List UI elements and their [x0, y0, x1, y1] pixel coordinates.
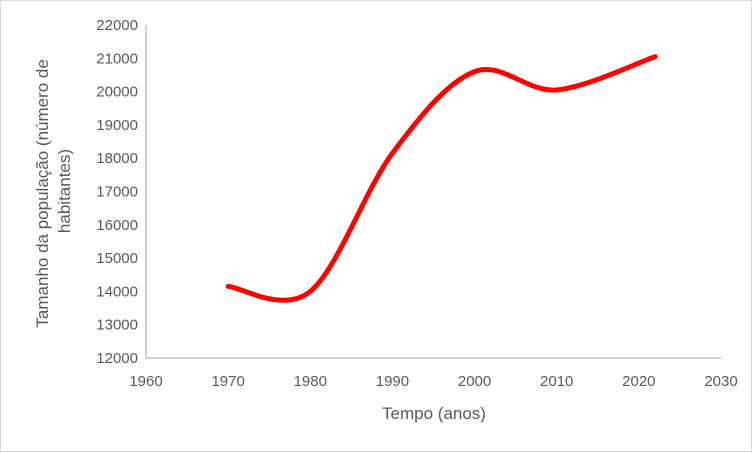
x-tick-label: 2010	[540, 373, 573, 390]
series-line	[225, 54, 658, 303]
x-tick-label: 1960	[129, 373, 162, 390]
x-tick-label: 1970	[211, 373, 244, 390]
y-tick-label: 20000	[96, 84, 138, 101]
y-tick-label: 18000	[96, 150, 138, 167]
y-axis-label-line-1: Tamanho da população (número de	[33, 59, 52, 327]
y-tick-label: 16000	[96, 217, 138, 234]
y-tick-label: 21000	[96, 50, 138, 67]
y-axis-label-line-2: habitantes)	[55, 149, 74, 233]
y-tick-label: 14000	[96, 283, 138, 300]
y-tick-label: 17000	[96, 184, 138, 201]
x-axis-label: Tempo (anos)	[382, 404, 486, 423]
y-tick-label: 19000	[96, 117, 138, 134]
y-tick-label: 12000	[96, 350, 138, 367]
x-tick-label: 1990	[376, 373, 409, 390]
x-tick-label: 2030	[704, 373, 737, 390]
x-tick-label: 2000	[458, 373, 491, 390]
y-tick-label: 13000	[96, 317, 138, 334]
y-tick-label: 22000	[96, 17, 138, 34]
y-tick-label: 15000	[96, 250, 138, 267]
x-tick-label: 2020	[622, 373, 655, 390]
y-axis-label: Tamanho da população (número de habitant…	[33, 54, 74, 327]
x-tick-label: 1980	[294, 373, 327, 390]
